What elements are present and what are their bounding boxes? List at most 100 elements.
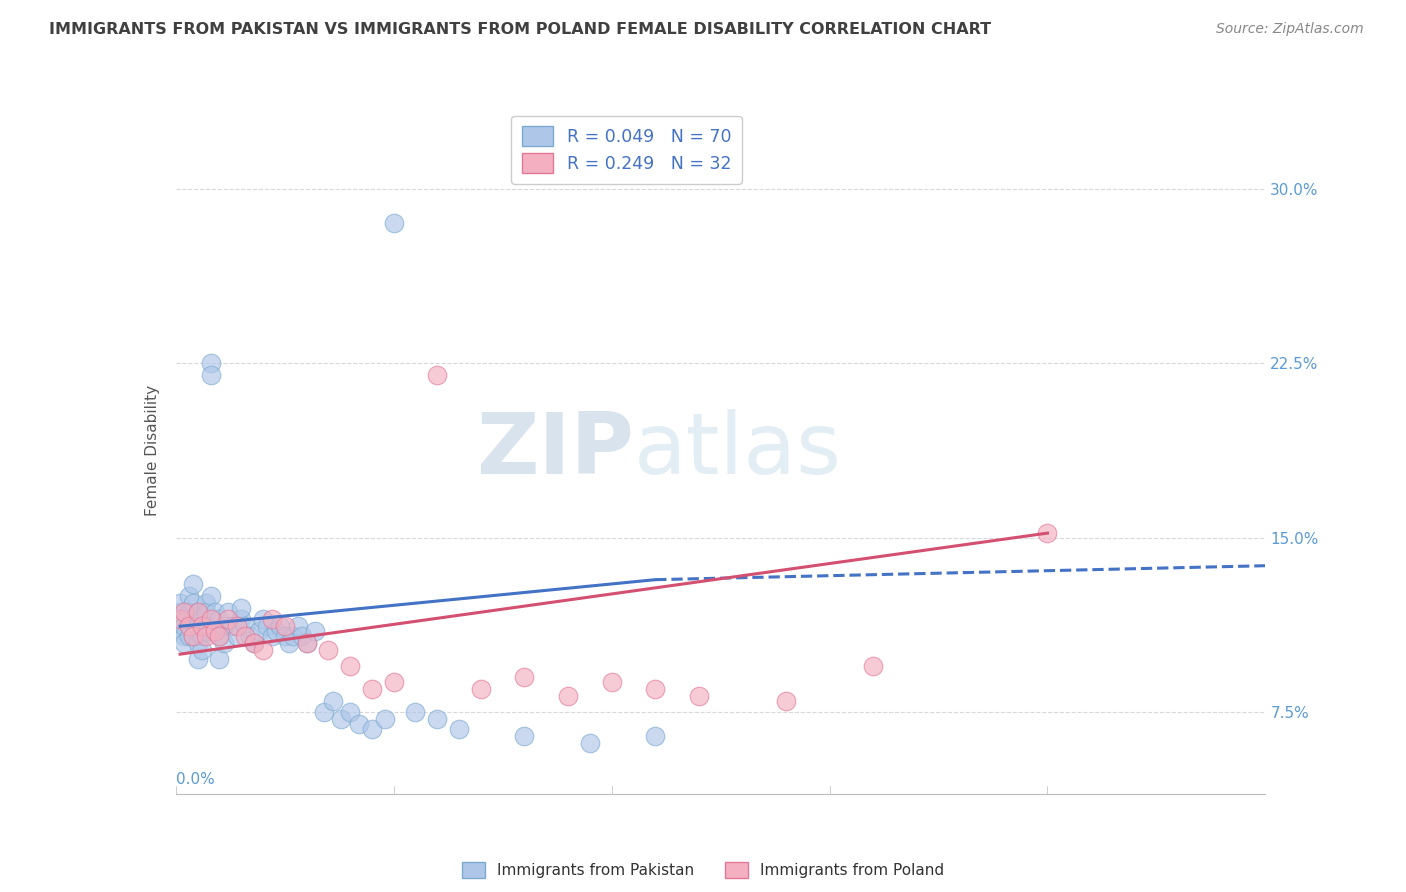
Point (181, 612, 204, 626)
Point (186, 619, 209, 633)
Point (405, 706, 427, 720)
Point (287, 619, 309, 633)
Point (191, 629, 214, 643)
Point (195, 596, 218, 610)
Point (225, 629, 247, 643)
Point (426, 368, 449, 382)
Point (304, 624, 326, 638)
Point (374, 712, 396, 726)
Point (173, 619, 195, 633)
Point (217, 605, 239, 619)
Point (169, 596, 191, 610)
Point (347, 717, 370, 731)
Point (382, 217, 405, 231)
Point (247, 624, 270, 638)
Point (200, 612, 222, 626)
Point (186, 605, 209, 619)
Point (235, 619, 257, 633)
Point (181, 596, 204, 610)
Point (1036, 526, 1059, 541)
Point (360, 682, 382, 697)
Point (252, 612, 274, 626)
Point (447, 722, 470, 736)
Point (186, 652, 209, 666)
Point (186, 605, 209, 619)
Point (200, 356, 222, 370)
Point (283, 629, 305, 643)
Point (200, 368, 222, 382)
Point (191, 612, 214, 626)
Point (243, 635, 266, 649)
Point (221, 619, 243, 633)
Point (173, 629, 195, 643)
Point (339, 706, 361, 720)
Point (191, 642, 214, 657)
Point (243, 635, 266, 649)
Point (181, 577, 204, 591)
Point (208, 652, 231, 666)
Point (212, 619, 235, 633)
Point (177, 629, 200, 643)
Point (208, 629, 231, 643)
Point (173, 635, 195, 649)
Point (173, 624, 195, 638)
Point (177, 619, 200, 633)
Point (312, 706, 335, 720)
Point (225, 619, 247, 633)
Point (169, 612, 191, 626)
Point (195, 605, 218, 619)
Text: IMMIGRANTS FROM PAKISTAN VS IMMIGRANTS FROM POLAND FEMALE DISABILITY CORRELATION: IMMIGRANTS FROM PAKISTAN VS IMMIGRANTS F… (49, 22, 991, 37)
Point (775, 694, 797, 708)
Point (208, 629, 231, 643)
Point (330, 712, 353, 726)
Point (239, 629, 262, 643)
Text: 0.0%: 0.0% (176, 772, 215, 787)
Point (291, 629, 314, 643)
Y-axis label: Female Disability: Female Disability (145, 384, 160, 516)
Point (217, 612, 239, 626)
Point (513, 729, 536, 743)
Point (181, 629, 204, 643)
Point (191, 619, 214, 633)
Text: atlas: atlas (633, 409, 841, 492)
Point (208, 612, 231, 626)
Point (212, 635, 235, 649)
Point (177, 589, 200, 603)
Point (644, 729, 666, 743)
Point (278, 635, 301, 649)
Point (360, 722, 382, 736)
Legend: R = 0.049   N = 70, R = 0.249   N = 32: R = 0.049 N = 70, R = 0.249 N = 32 (512, 116, 742, 184)
Point (426, 712, 449, 726)
Point (195, 629, 218, 643)
Point (269, 619, 291, 633)
Point (318, 642, 340, 657)
Point (688, 689, 710, 703)
Point (256, 619, 278, 633)
Point (579, 736, 602, 750)
Point (200, 589, 222, 603)
Point (600, 675, 623, 690)
Point (339, 658, 361, 673)
Point (295, 635, 318, 649)
Text: ZIP: ZIP (475, 409, 633, 492)
Point (231, 612, 253, 626)
Point (195, 624, 218, 638)
Point (169, 605, 191, 619)
Point (382, 675, 405, 690)
Point (252, 642, 274, 657)
Point (177, 605, 200, 619)
Point (260, 629, 283, 643)
Legend: Immigrants from Pakistan, Immigrants from Poland: Immigrants from Pakistan, Immigrants fro… (456, 856, 950, 884)
Point (204, 605, 226, 619)
Point (295, 635, 318, 649)
Point (260, 612, 283, 626)
Point (470, 682, 492, 697)
Point (557, 689, 579, 703)
Point (173, 605, 195, 619)
Point (274, 629, 297, 643)
Point (177, 619, 200, 633)
Point (264, 624, 287, 638)
Point (235, 629, 257, 643)
Text: Source: ZipAtlas.com: Source: ZipAtlas.com (1216, 22, 1364, 37)
Point (231, 600, 253, 615)
